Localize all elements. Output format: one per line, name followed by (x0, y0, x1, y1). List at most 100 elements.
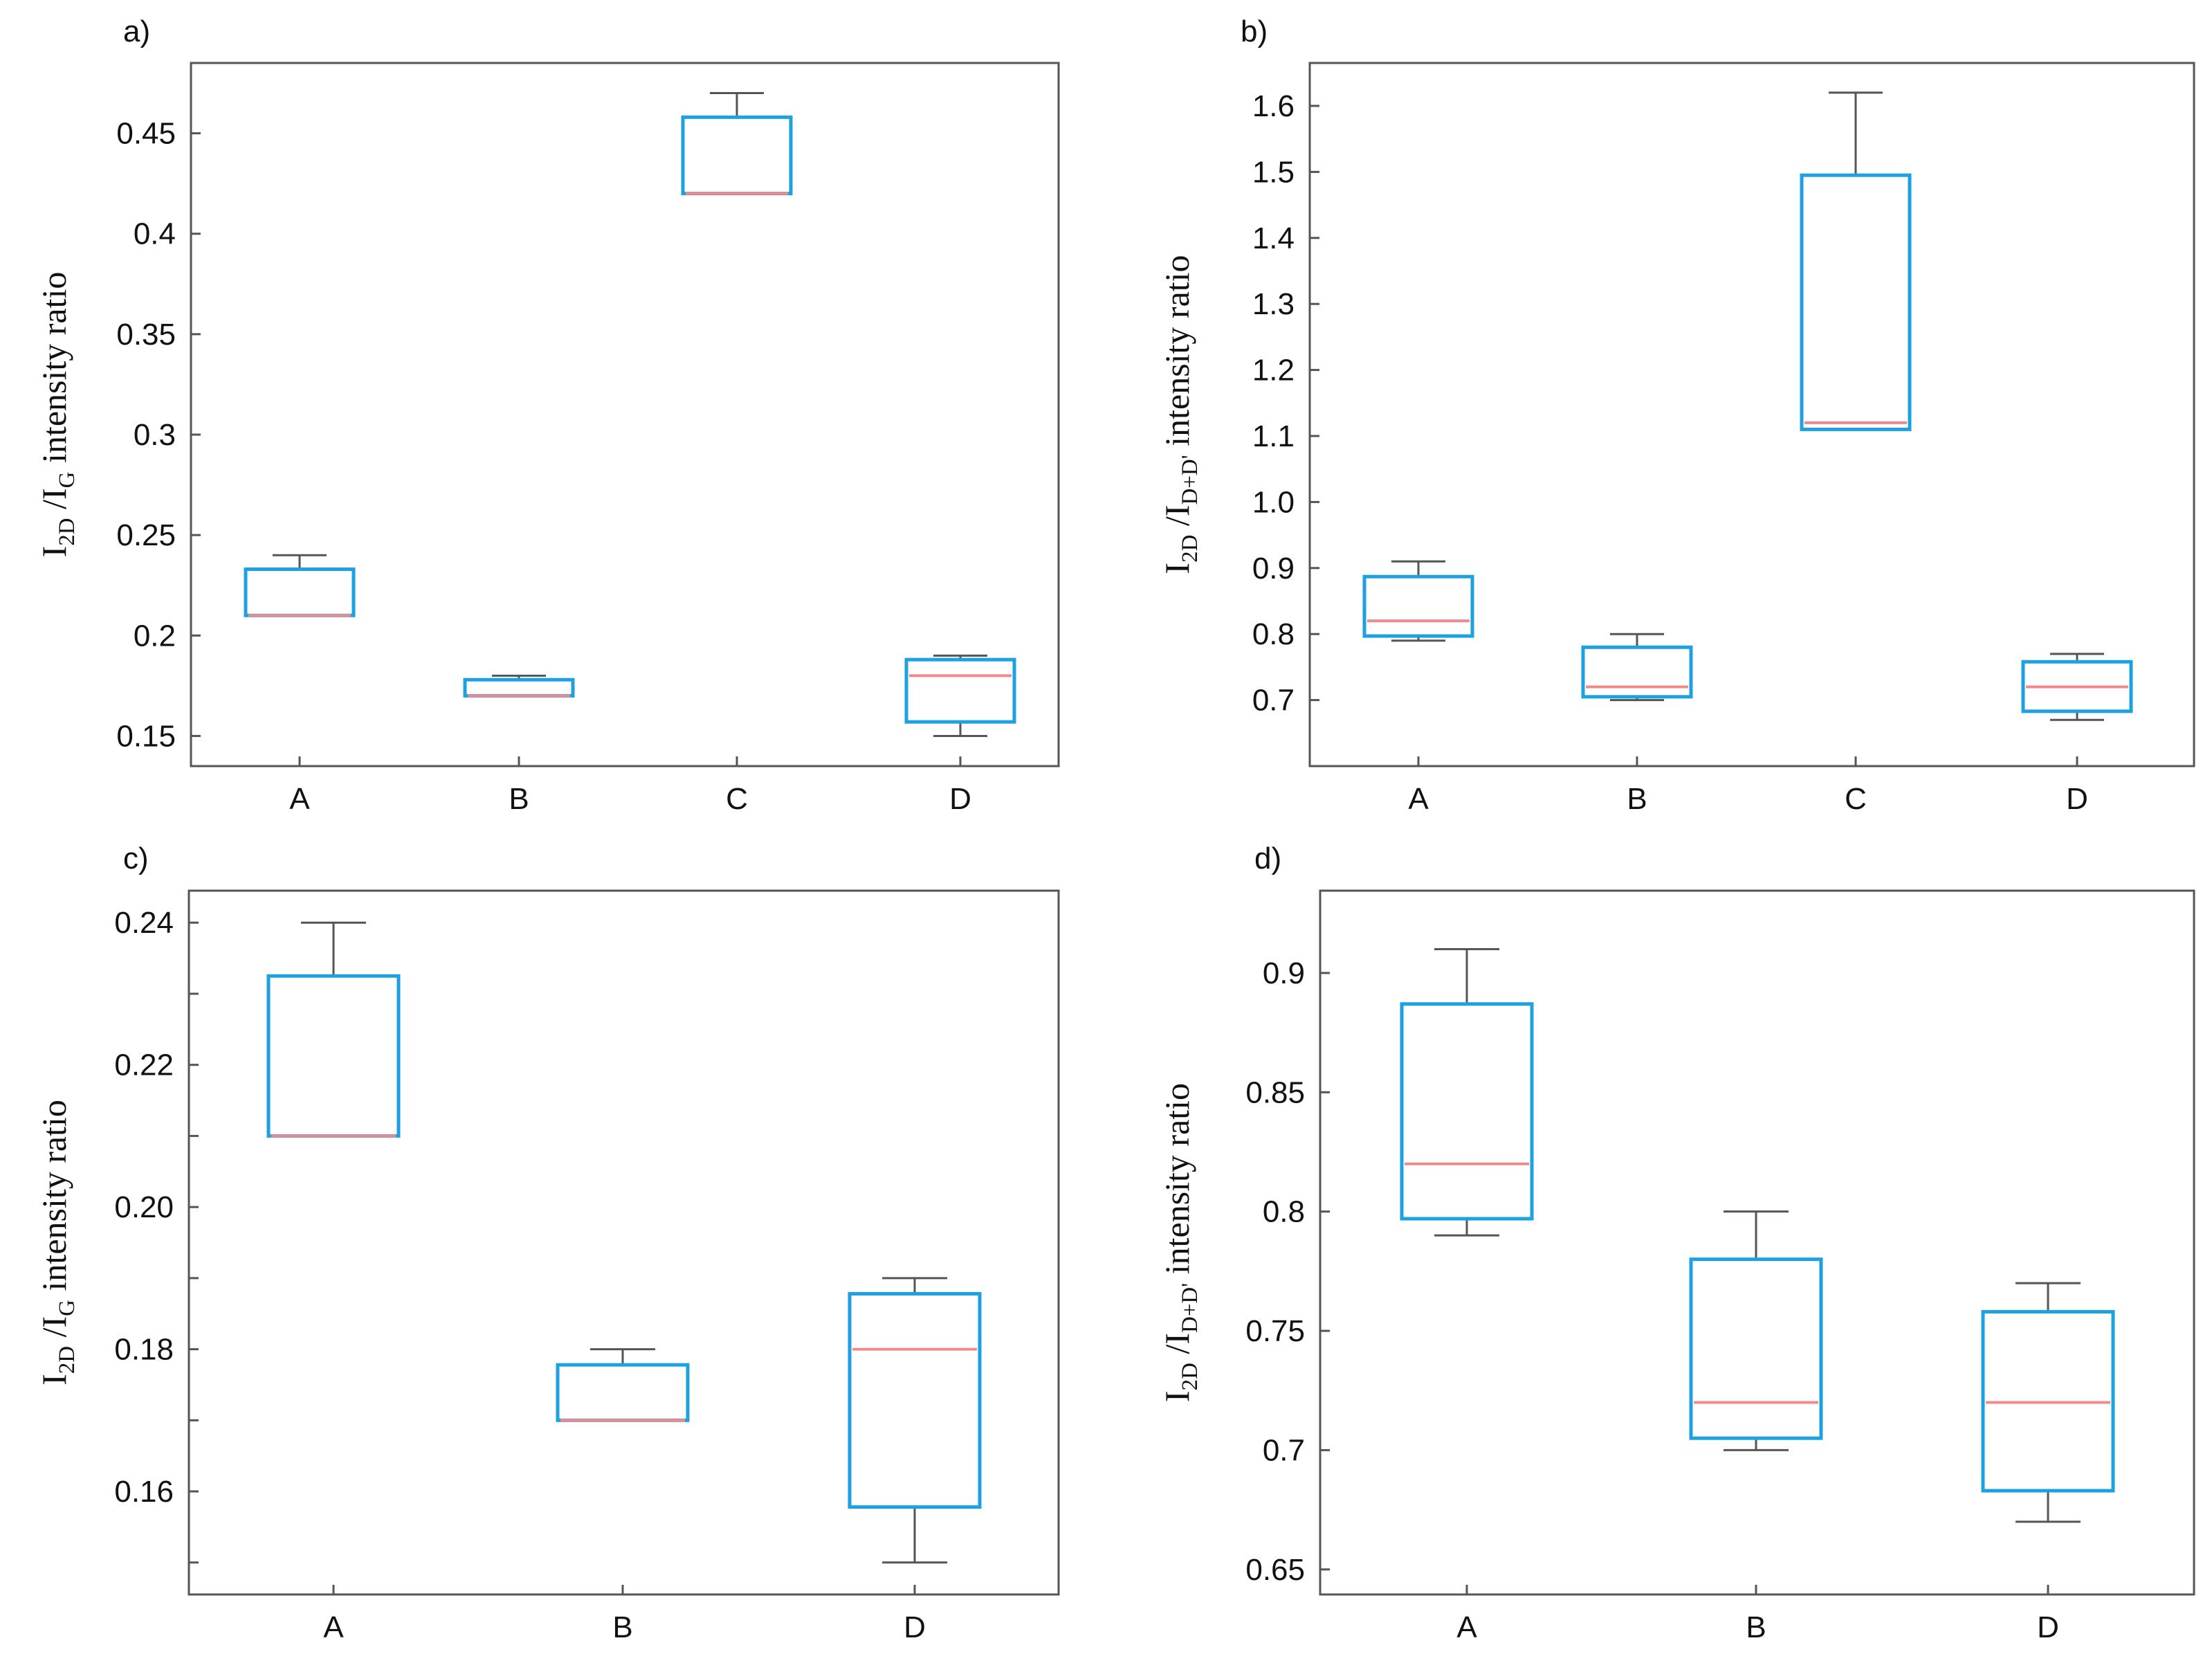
y-tick-label: 0.16 (114, 1475, 174, 1509)
y-tick-label: 0.24 (114, 906, 174, 940)
iqr-box (1689, 1257, 1823, 1440)
panel-c-box-plot: c) 0.16 0.18 0.20 0.22 0.24 A B D I2D /IG intensi… (35, 842, 1060, 1644)
x-tick-label: D (2066, 782, 2088, 816)
iqr-box (556, 1363, 690, 1422)
y-axis-label: I2D /ID+D' intensity ratio (1158, 255, 1203, 574)
y-axis-label-part: G (55, 471, 80, 488)
iqr-box (1400, 1002, 1534, 1221)
y-tick-label: 0.2 (134, 619, 176, 653)
y-tick-label: 1.5 (1252, 155, 1295, 189)
y-axis-label-part: 2D (1178, 1363, 1203, 1390)
box-D (2021, 653, 2133, 721)
y-tick-label: 0.20 (114, 1190, 174, 1224)
box-B (1689, 1210, 1823, 1451)
y-axis-label: I2D /IG intensity ratio (35, 1100, 80, 1385)
x-tick-label: C (726, 782, 748, 816)
iqr-box (463, 678, 575, 698)
iqr-box (1581, 645, 1693, 699)
box-B (463, 674, 575, 698)
y-tick-label: 1.1 (1252, 419, 1295, 453)
panel-d-box-plot: d) 0.65 0.7 0.75 0.8 0.85 0.9 A B D I2D /ID+D' int… (1158, 842, 2195, 1644)
y-tick-label: 0.18 (114, 1333, 174, 1367)
y-axis-label-part: 2D (55, 518, 80, 545)
y-axis-label-part: /I (35, 488, 73, 518)
y-axis-label-part: I (35, 546, 73, 558)
y-axis-label-part: I (35, 1374, 73, 1385)
y-tick-label: 0.4 (134, 217, 176, 251)
y-axis-label-part: D+D' (1178, 455, 1203, 505)
box-A (244, 554, 356, 617)
panel-label: c) (123, 842, 149, 875)
iqr-box (848, 1291, 982, 1509)
iqr-box (1800, 173, 1912, 431)
x-tick-label: C (1845, 782, 1867, 816)
box-A (266, 921, 401, 1138)
x-tick-label: A (289, 782, 310, 816)
box-D (848, 1277, 982, 1564)
iqr-box (1362, 574, 1474, 638)
y-axis-label-part: intensity ratio (35, 272, 73, 472)
y-tick-label: 1.3 (1252, 287, 1295, 321)
y-axis-label-part: /I (1158, 1333, 1196, 1363)
box-C (1800, 91, 1912, 431)
y-tick-label: 0.85 (1245, 1075, 1305, 1109)
panel-label: d) (1254, 842, 1281, 875)
x-tick-label: D (2037, 1610, 2059, 1644)
y-tick-label: 0.7 (1263, 1433, 1305, 1467)
y-tick-label: 0.15 (116, 719, 176, 753)
y-axis-label-part: 2D (55, 1346, 80, 1374)
box-A (1400, 947, 1534, 1237)
box-D (1981, 1282, 2115, 1523)
y-tick-label: 0.9 (1252, 552, 1295, 585)
panel-label: b) (1241, 15, 1268, 48)
x-tick-label: A (1408, 782, 1429, 816)
y-axis-label: I2D /ID+D' intensity ratio (1158, 1083, 1203, 1402)
y-axis-label-part: 2D (1178, 535, 1203, 563)
box-A (1362, 560, 1474, 642)
y-tick-label: 1.6 (1252, 89, 1295, 123)
y-axis-label-part: I (1158, 1390, 1196, 1402)
x-tick-label: B (612, 1610, 632, 1644)
x-tick-label: A (1456, 1610, 1477, 1644)
y-tick-label: 0.8 (1252, 617, 1295, 651)
y-axis-label-part: intensity ratio (1158, 255, 1196, 455)
x-tick-label: B (1746, 1610, 1766, 1644)
y-tick-label: 0.45 (116, 117, 176, 151)
y-tick-label: 0.22 (114, 1048, 174, 1082)
iqr-box (266, 974, 401, 1138)
y-axis-label-part: /I (1158, 505, 1196, 535)
panel-label: a) (123, 15, 150, 48)
box-D (904, 654, 1016, 737)
iqr-box (904, 657, 1016, 724)
y-axis-label-part: D+D' (1178, 1283, 1203, 1333)
y-axis-label-part: intensity ratio (35, 1100, 73, 1300)
y-tick-label: 0.75 (1245, 1314, 1305, 1348)
x-tick-label: B (1627, 782, 1647, 816)
iqr-box (681, 115, 793, 196)
box-C (681, 92, 793, 196)
y-tick-label: 0.25 (116, 518, 176, 552)
y-tick-label: 0.7 (1252, 684, 1295, 718)
plot-frame (190, 62, 1060, 767)
x-tick-label: D (904, 1610, 926, 1644)
y-tick-label: 0.8 (1263, 1195, 1305, 1229)
y-tick-label: 0.9 (1263, 956, 1305, 990)
y-tick-label: 0.65 (1245, 1553, 1305, 1587)
x-tick-label: A (323, 1610, 344, 1644)
box-B (556, 1348, 690, 1422)
y-tick-label: 0.3 (134, 418, 176, 452)
y-tick-label: 1.4 (1252, 221, 1295, 255)
x-tick-label: D (949, 782, 971, 816)
y-axis-label: I2D /IG intensity ratio (35, 272, 80, 558)
panel-b-box-plot: b) 0.7 0.8 0.9 1.0 1.1 1.2 1.3 1.4 1.5 1.6 A B C D I2D … (1158, 15, 2195, 816)
y-axis-label-part: intensity ratio (1158, 1083, 1196, 1283)
y-tick-label: 0.35 (116, 318, 176, 352)
y-tick-label: 1.0 (1252, 485, 1295, 519)
box-B (1581, 633, 1693, 702)
panel-a-box-plot: a) 0.15 0.2 0.25 0.3 0.35 0.4 0.45 A B C D I2D /IG i… (35, 15, 1060, 816)
iqr-box (244, 567, 356, 617)
y-axis-label-part: G (55, 1300, 80, 1316)
plot-frame (1308, 62, 2195, 767)
y-axis-label-part: I (1158, 563, 1196, 574)
